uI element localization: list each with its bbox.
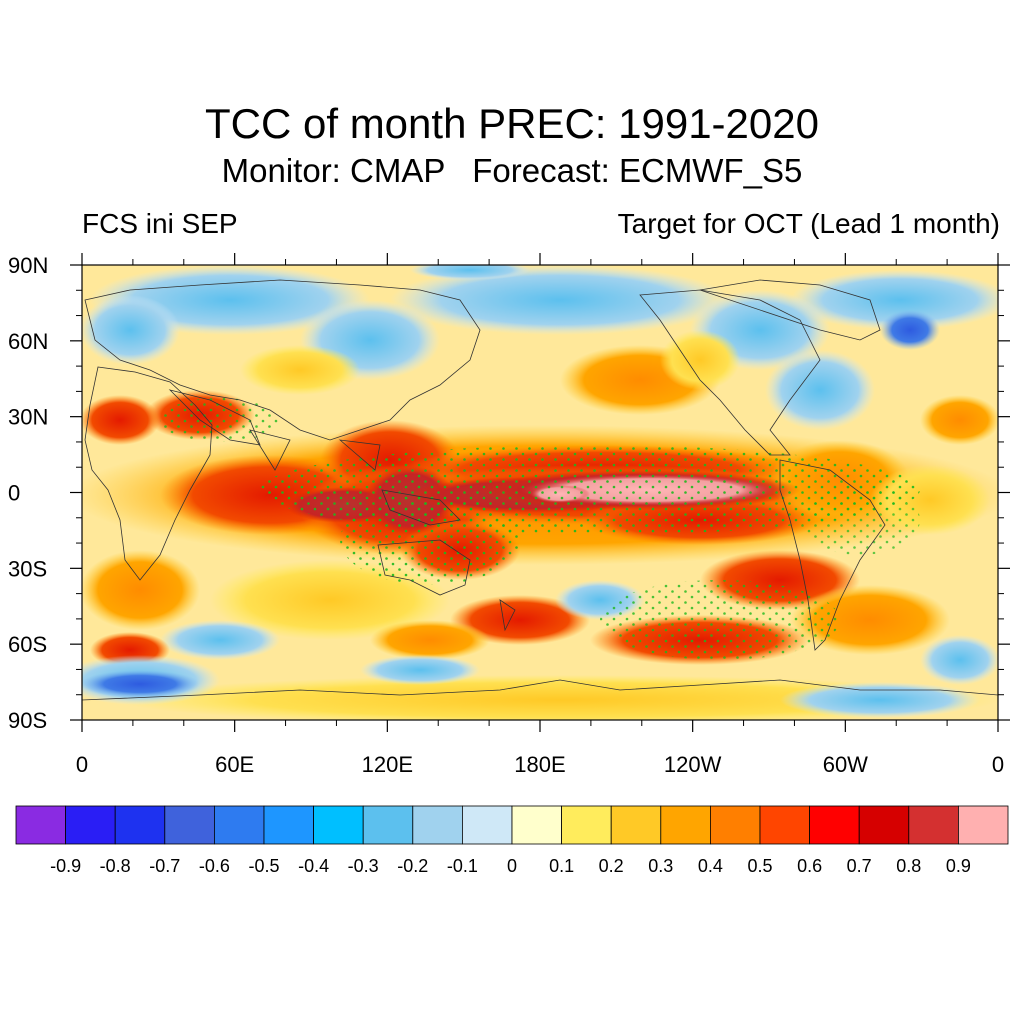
colorbar-swatch <box>710 805 761 845</box>
colorbar-label: 0.7 <box>847 856 872 876</box>
colorbar-swatch <box>809 805 860 845</box>
colorbar-swatch <box>164 805 215 845</box>
lat-axis: 90N 60N 30N 0 30S 60S 90S <box>8 253 1010 733</box>
lon-tick-label: 180E <box>514 752 565 777</box>
colorbar-swatch <box>958 805 1009 845</box>
lat-tick-label: 60N <box>8 329 48 354</box>
target-label: Target for OCT (Lead 1 month) <box>617 208 1000 239</box>
colorbar-label: -0.4 <box>298 856 329 876</box>
lat-tick-label: 90N <box>8 253 48 278</box>
colorbar-swatch <box>908 805 959 845</box>
colorbar-label: 0.5 <box>747 856 772 876</box>
colorbar-swatch <box>610 805 662 845</box>
colorbar-swatch <box>511 805 562 845</box>
colorbar-swatch <box>759 805 810 845</box>
lon-tick-label: 60E <box>215 752 254 777</box>
colorbar-label: 0 <box>507 856 517 876</box>
colorbar-label: -0.1 <box>447 856 478 876</box>
colorbar-swatch <box>313 805 364 845</box>
chart-title: TCC of month PREC: 1991-2020 <box>205 100 819 147</box>
colorbar-swatch <box>263 805 314 845</box>
colorbar-label: 0.3 <box>648 856 673 876</box>
chart-subtitle: Monitor: CMAP Forecast: ECMWF_S5 <box>221 152 803 189</box>
init-label: FCS ini SEP <box>82 208 238 239</box>
colorbar-label: -0.5 <box>248 856 279 876</box>
colorbar-swatch <box>412 805 463 845</box>
lat-tick-label: 90S <box>8 708 47 733</box>
lon-tick-label: 120W <box>664 752 722 777</box>
colorbar-label: -0.2 <box>397 856 428 876</box>
colorbar-label: -0.8 <box>100 856 131 876</box>
coastlines <box>82 279 998 720</box>
colorbar-label: 0.1 <box>549 856 574 876</box>
lon-tick-label: 60W <box>823 752 868 777</box>
colorbar: -0.9 -0.8 -0.7 -0.6 -0.5 -0.4 -0.3 -0.2 -0.1 0 0.1… <box>15 805 1009 876</box>
colorbar-label: 0.6 <box>797 856 822 876</box>
colorbar-swatch <box>15 805 66 845</box>
colorbar-label: 0.2 <box>599 856 624 876</box>
colorbar-label: 0.4 <box>698 856 723 876</box>
colorbar-label: -0.9 <box>50 856 81 876</box>
colorbar-swatch <box>114 805 166 845</box>
colorbar-swatch <box>858 805 910 845</box>
colorbar-label: -0.3 <box>348 856 379 876</box>
correlation-field <box>82 265 998 720</box>
colorbar-label: -0.6 <box>199 856 230 876</box>
colorbar-swatch <box>461 805 513 845</box>
lon-axis: 0 60E 120E 180E 120W 60W 0 <box>76 253 1004 777</box>
colorbar-swatch <box>213 805 265 845</box>
lat-tick-label: 30S <box>8 556 47 581</box>
colorbar-label: -0.7 <box>149 856 180 876</box>
colorbar-swatch <box>65 805 116 845</box>
colorbar-label: 0.8 <box>896 856 921 876</box>
lon-tick-label: 0 <box>76 752 88 777</box>
colorbar-swatch <box>660 805 711 845</box>
lat-tick-label: 60S <box>8 632 47 657</box>
colorbar-swatch <box>561 805 612 845</box>
colorbar-swatch <box>362 805 414 845</box>
lon-tick-label: 0 <box>992 752 1004 777</box>
colorbar-label: 0.9 <box>946 856 971 876</box>
lat-tick-label: 30N <box>8 405 48 430</box>
lat-tick-label: 0 <box>8 481 20 506</box>
lon-tick-label: 120E <box>362 752 413 777</box>
